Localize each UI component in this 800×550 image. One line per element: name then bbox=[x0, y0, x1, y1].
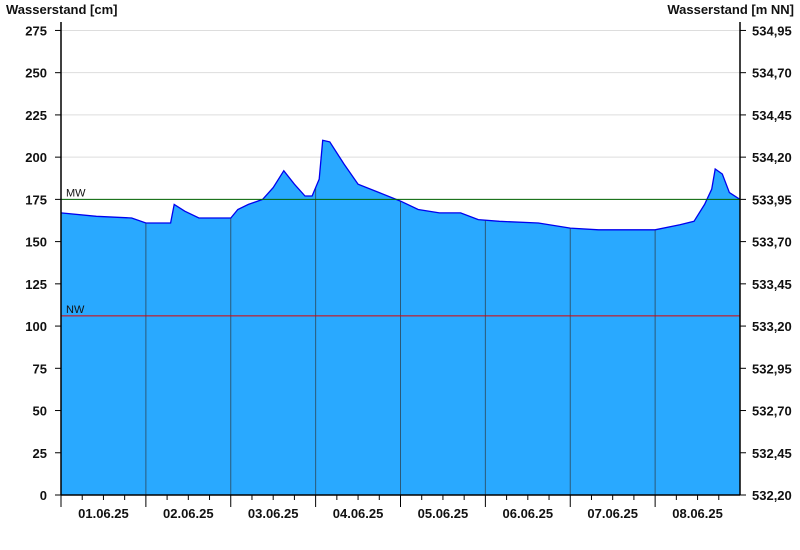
y-tick-label-right: 532,70 bbox=[752, 404, 792, 419]
y-tick-label-left: 50 bbox=[33, 404, 47, 419]
y-tick-label-left: 250 bbox=[25, 66, 47, 81]
y-tick-label-left: 275 bbox=[25, 23, 47, 38]
x-tick-label: 01.06.25 bbox=[78, 506, 129, 521]
water-level-line bbox=[60, 139, 741, 231]
y-tick-label-right: 532,45 bbox=[752, 446, 792, 461]
y-tick-label-right: 532,95 bbox=[752, 361, 792, 376]
y-tick-label-right: 533,20 bbox=[752, 319, 792, 334]
y-tick-label-left: 150 bbox=[25, 235, 47, 250]
y-tick-label-left: 75 bbox=[33, 361, 47, 376]
x-tick-label: 05.06.25 bbox=[418, 506, 469, 521]
y-tick-label-right: 534,45 bbox=[752, 108, 792, 123]
y-tick-label-left: 125 bbox=[25, 277, 47, 292]
y-tick-label-right: 534,70 bbox=[752, 66, 792, 81]
y-tick-label-left: 225 bbox=[25, 108, 47, 123]
reference-label-mw: MW bbox=[66, 187, 86, 199]
y-tick-label-right: 533,95 bbox=[752, 192, 792, 207]
x-tick-label: 03.06.25 bbox=[248, 506, 299, 521]
left-axis-title: Wasserstand [cm] bbox=[6, 2, 118, 17]
y-tick-label-right: 532,20 bbox=[752, 488, 792, 503]
y-tick-label-left: 175 bbox=[25, 192, 47, 207]
x-tick-label: 07.06.25 bbox=[587, 506, 638, 521]
x-tick-label: 06.06.25 bbox=[503, 506, 554, 521]
plot-area: MW NW bbox=[60, 139, 741, 496]
y-tick-label-left: 0 bbox=[40, 488, 47, 503]
right-axis-title: Wasserstand [m NN] bbox=[667, 2, 794, 17]
y-tick-label-left: 200 bbox=[25, 150, 47, 165]
y-tick-label-right: 534,20 bbox=[752, 150, 792, 165]
y-tick-label-right: 533,70 bbox=[752, 235, 792, 250]
reference-label-nw: NW bbox=[66, 304, 85, 316]
y-tick-label-right: 534,95 bbox=[752, 23, 792, 38]
y-tick-label-right: 533,45 bbox=[752, 277, 792, 292]
x-tick-label: 02.06.25 bbox=[163, 506, 214, 521]
y-tick-label-left: 100 bbox=[25, 319, 47, 334]
x-tick-label: 04.06.25 bbox=[333, 506, 384, 521]
x-tick-label: 08.06.25 bbox=[672, 506, 723, 521]
axes: 0 532,20 25 532,45 50 532,70 75 532,95 100 533,20… bbox=[25, 22, 792, 521]
y-tick-label-left: 25 bbox=[33, 446, 47, 461]
